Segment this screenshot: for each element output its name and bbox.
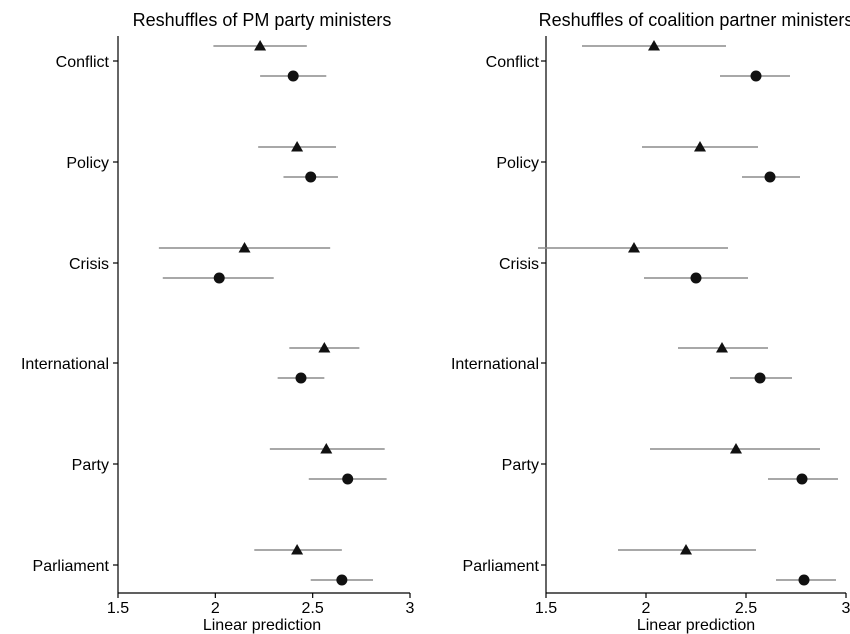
x-tick-label: 1.5 [107,600,129,617]
y-tick-label-policy: Policy [66,155,109,172]
x-axis-label: Linear prediction [637,617,755,634]
y-tick-label-crisis: Crisis [499,256,539,273]
x-tick-label: 2 [211,600,220,617]
point-estimate-circle [796,473,808,485]
y-tick-label-international: International [451,356,539,373]
y-tick-label-international: International [21,356,109,373]
y-tick-label-conflict: Conflict [56,54,110,71]
point-estimate-circle [764,171,776,183]
x-tick-label: 2 [642,600,651,617]
x-tick-label: 2.5 [302,600,324,617]
panel-pm-party-ministers: Reshuffles of PM party ministers Linear … [21,10,415,634]
point-estimate-circle [287,70,299,82]
y-tick-label-conflict: Conflict [486,54,540,71]
point-estimate-triangle [628,242,640,253]
y-tick-label-party: Party [72,457,109,474]
y-tick-label-parliament: Parliament [33,558,110,575]
point-estimate-triangle [320,443,333,454]
x-tick-label: 3 [406,600,415,617]
x-axis-label: Linear prediction [203,617,321,634]
point-estimate-triangle [648,40,660,51]
point-estimate-circle [342,473,354,485]
point-estimate-triangle [291,141,304,152]
x-tick-label: 3 [842,600,850,617]
point-estimate-circle [750,70,762,82]
point-estimate-triangle [254,40,267,51]
panel-coalition-partner-ministers: Reshuffles of coalition partner minister… [451,10,850,634]
panel-title: Reshuffles of coalition partner minister… [539,10,850,30]
x-tick-label: 2.5 [735,600,757,617]
point-estimate-triangle [680,544,692,555]
point-estimate-circle [798,574,810,586]
point-estimate-circle [295,372,307,384]
point-estimate-circle [754,372,766,384]
point-estimate-triangle [291,544,304,555]
y-tick-label-policy: Policy [496,155,539,172]
point-estimate-triangle [318,342,331,353]
panel-title: Reshuffles of PM party ministers [133,10,392,30]
point-estimate-circle [690,272,702,284]
x-tick-label: 1.5 [535,600,557,617]
point-estimate-circle [336,574,348,586]
y-tick-label-party: Party [502,457,539,474]
point-estimate-circle [213,272,225,284]
point-estimate-triangle [730,443,742,454]
y-tick-label-parliament: Parliament [463,558,540,575]
point-estimate-circle [305,171,317,183]
point-estimate-triangle [694,141,706,152]
y-tick-label-crisis: Crisis [69,256,109,273]
point-estimate-triangle [716,342,728,353]
point-estimate-triangle [238,242,251,253]
